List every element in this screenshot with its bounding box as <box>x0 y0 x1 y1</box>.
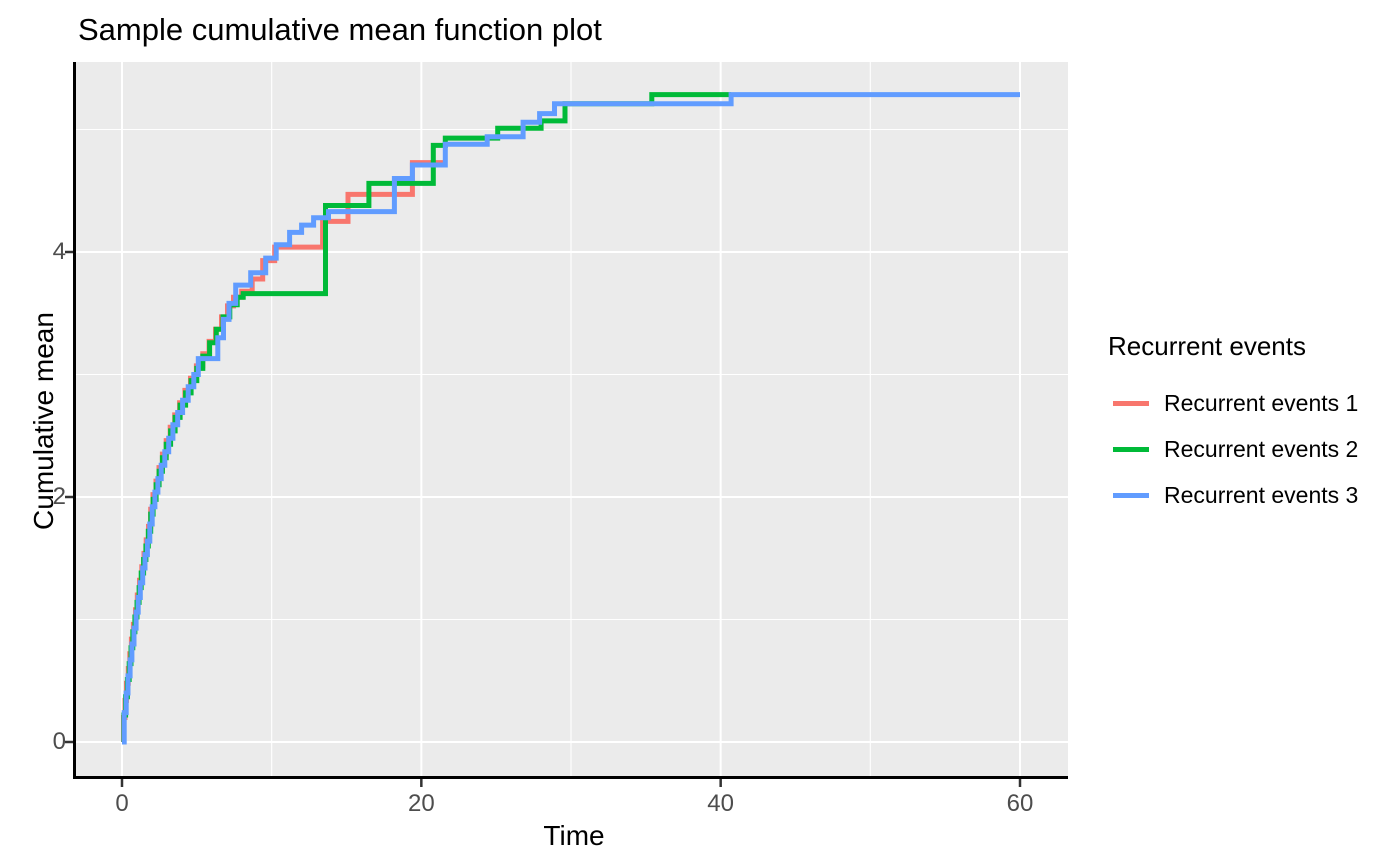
x-axis-title: Time <box>543 820 605 851</box>
legend: Recurrent events Recurrent events 1 Recu… <box>1108 331 1358 518</box>
plot-panel <box>76 62 1068 776</box>
legend-key-line-icon <box>1113 492 1149 498</box>
y-tick-label: 2 <box>52 483 66 510</box>
legend-title: Recurrent events <box>1108 331 1306 361</box>
y-tick-label: 4 <box>52 238 66 265</box>
legend-key-line-icon <box>1113 400 1149 406</box>
x-tick-label: 20 <box>407 790 435 817</box>
y-tick-label: 0 <box>52 728 66 755</box>
y-axis-title: Cumulative mean <box>28 312 59 530</box>
legend-item-label: Recurrent events 1 <box>1164 389 1359 416</box>
series-line-3 <box>121 92 1020 745</box>
legend-item: Recurrent events 1 <box>1108 380 1358 426</box>
legend-item-label: Recurrent events 3 <box>1164 481 1359 508</box>
x-tick-label: 40 <box>707 790 734 817</box>
legend-item: Recurrent events 3 <box>1108 472 1358 518</box>
legend-item: Recurrent events 2 <box>1108 426 1358 472</box>
plot-title: Sample cumulative mean function plot <box>78 12 602 47</box>
x-tick-label: 60 <box>1006 790 1034 817</box>
x-tick-label: 0 <box>115 790 129 817</box>
legend-item-label: Recurrent events 2 <box>1164 435 1359 462</box>
legend-key-line-icon <box>1113 446 1149 452</box>
